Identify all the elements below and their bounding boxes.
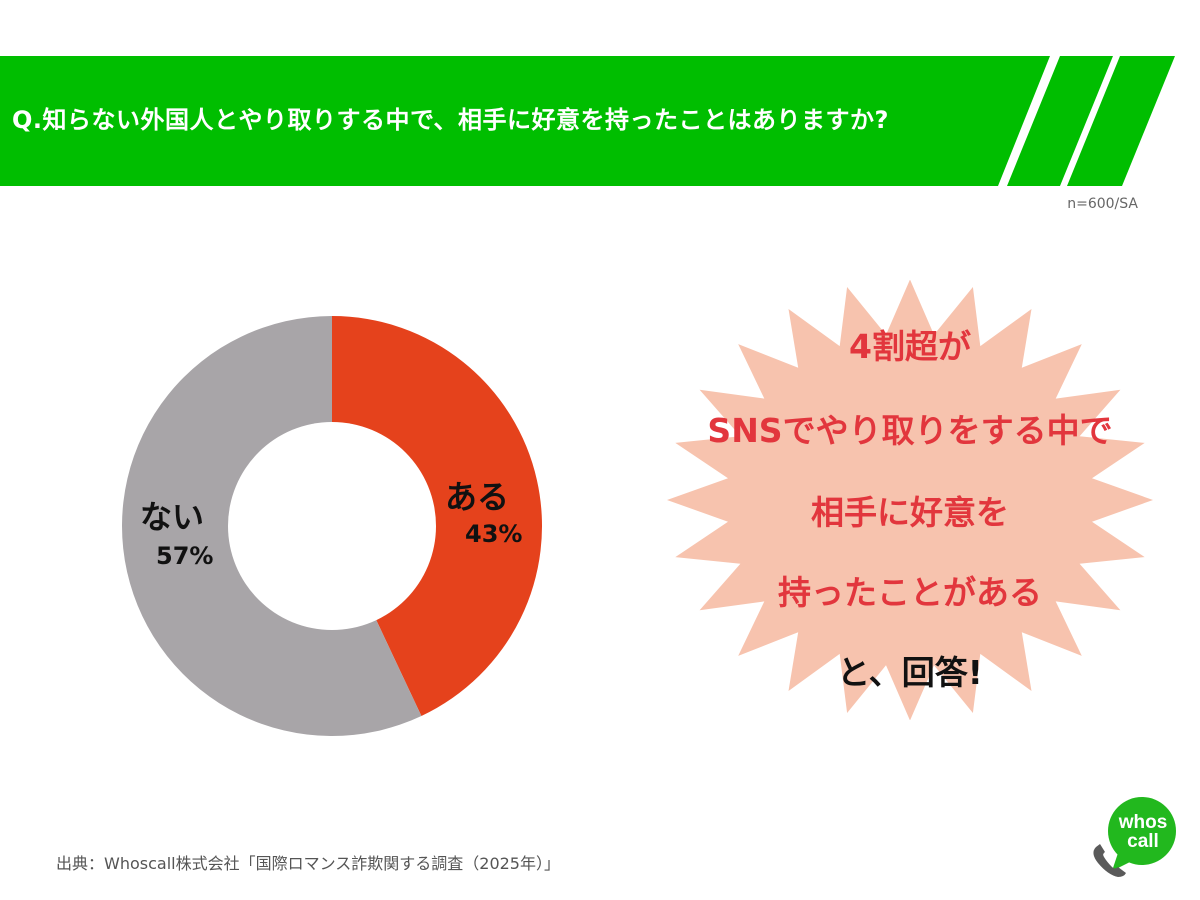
slice-yes-percent: 43% — [465, 520, 523, 548]
header-banner: Q.知らない外国人とやり取りする中で、相手に好意を持ったことはありますか? — [0, 56, 1200, 186]
callout-line-4: 持ったことがある — [778, 573, 1042, 612]
slice-label-no: ない 57% — [140, 492, 213, 570]
donut-slice-yes — [332, 316, 542, 717]
donut-chart — [122, 316, 542, 736]
logo-text-whos: whos — [1118, 812, 1168, 833]
slice-yes-name: ある — [445, 478, 510, 516]
question-title: Q.知らない外国人とやり取りする中で、相手に好意を持ったことはありますか? — [12, 106, 889, 134]
slice-label-yes: ある 43% — [445, 472, 522, 548]
sample-size-note: n=600/SA — [1067, 196, 1138, 212]
callout-line-2: SNSでやり取りをする中で — [707, 411, 1113, 450]
source-citation: 出典：Whoscall株式会社「国際ロマンス詐欺関する調査（2025年）」 — [56, 854, 560, 873]
slice-no-percent: 57% — [156, 542, 214, 570]
banner-shape — [0, 56, 1175, 186]
callout-line-1: 4割超が — [849, 327, 971, 366]
callout-line-3: 相手に好意を — [811, 493, 1009, 532]
donut-hole — [228, 422, 436, 630]
starburst-callout — [667, 280, 1153, 720]
phone-icon — [1093, 844, 1126, 877]
whoscall-logo: whos call — [1093, 797, 1176, 877]
slice-no-name: ない — [140, 498, 205, 536]
callout-closing: と、回答! — [837, 653, 983, 692]
logo-text-call: call — [1127, 831, 1159, 852]
